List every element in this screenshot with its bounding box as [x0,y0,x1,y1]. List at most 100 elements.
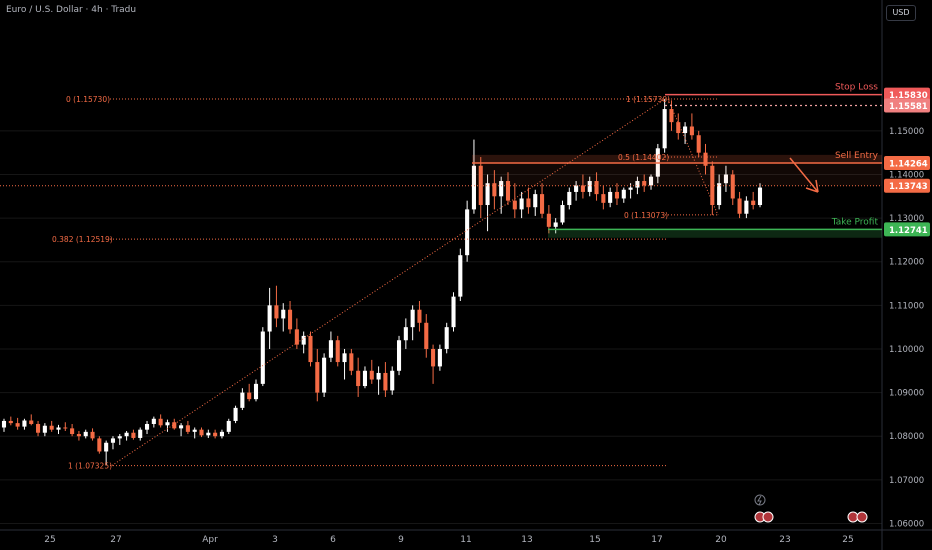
candle-body [744,200,749,214]
candle-body [492,183,497,197]
candle-body [737,198,742,214]
event-flag-icon[interactable] [762,511,774,523]
candle-body [751,200,756,206]
x-tick-label: Apr [202,535,218,545]
candle-body [512,200,517,210]
price-tag-label: 1.15581 [889,102,928,112]
x-tick-label: 11 [460,535,471,545]
candle-body [703,152,708,166]
candle-body [247,392,252,400]
candle-body [437,348,442,367]
candle-body [253,383,259,400]
candle-body [723,174,728,184]
price-tag [884,155,930,170]
y-tick-label: 1.11000 [889,301,924,311]
candle-body [410,309,415,328]
candle-body [349,353,354,371]
candle-body [110,438,116,443]
x-tick-label: 25 [44,535,55,545]
candle-body [131,432,136,438]
candle-body [124,432,129,437]
candle-body [192,429,197,432]
candle-body [22,420,27,427]
candle-body [70,428,75,435]
candle-body [179,425,184,429]
candle-body [260,331,265,384]
candle-body [696,135,701,153]
candle-body [614,191,620,199]
candle-body [519,198,524,210]
candle-body [403,327,408,341]
candle-body [567,191,572,206]
candle-body [8,420,13,424]
candle-body [390,370,395,391]
candle-body [1,420,7,428]
candle-body [628,187,633,190]
candle-body [322,357,327,393]
x-tick-label: 6 [330,535,336,545]
candle-body [308,335,313,363]
candle-body [621,189,626,199]
candle-body [36,424,41,433]
candle-body [219,431,224,437]
take-profit-label: Take Profit [831,217,879,227]
y-tick-label: 1.09000 [889,389,924,399]
candle-body [369,370,374,380]
candle-body [281,309,286,319]
candle-body [301,335,306,345]
lightning-icon [754,494,766,506]
stop-loss-label: Stop Loss [835,83,878,93]
candle-body [574,185,579,192]
x-tick-label: 23 [779,535,790,545]
currency-button[interactable]: USD [886,5,916,21]
entry-band [472,154,882,163]
candle-body [485,183,490,206]
candle-body [424,322,429,349]
candle-body [444,327,449,349]
candle-body [83,431,88,437]
candle-body [417,309,422,323]
candle-body [376,372,381,380]
candle-body [689,126,694,136]
y-tick-label: 1.08000 [889,432,924,442]
candle-body [458,255,463,297]
candle-body [294,329,299,345]
y-tick-label: 1.07000 [889,476,924,486]
x-tick-label: 20 [715,535,727,545]
candle-body [29,420,34,424]
candle-body [669,109,674,123]
candle-body [383,372,388,391]
candle-body [356,370,361,387]
candle-body [49,425,54,430]
candle-body [648,176,654,186]
candle-body [587,181,592,192]
candle-body [710,165,715,206]
fib-label: 0 (1.13073) [624,211,668,220]
candle-body [213,432,218,437]
price-tag [884,98,930,113]
candle-body [158,418,163,426]
event-flag-icon[interactable] [856,511,868,523]
x-tick-label: 25 [842,535,853,545]
price-tag-label: 1.15830 [889,91,928,101]
candle-body [560,205,565,223]
candle-body [546,213,551,227]
candle-body [499,181,504,197]
candle-body [56,427,61,430]
candle-body [144,424,150,430]
candle-body [676,122,681,134]
candle-body [15,423,20,427]
candle-body [206,432,211,436]
candle-body [362,370,368,387]
y-tick-label: 1.13000 [889,214,924,224]
chart-header-title: Euro / U.S. Dollar · 4h · Tradu [6,5,137,15]
candle-body [553,222,558,227]
candle-body [97,438,102,452]
candle-body [138,429,143,438]
down-arrow-icon [789,157,819,193]
candle-body [117,436,122,439]
candle-body [505,181,511,201]
candle-body [717,183,722,206]
x-tick-label: 9 [398,535,404,545]
